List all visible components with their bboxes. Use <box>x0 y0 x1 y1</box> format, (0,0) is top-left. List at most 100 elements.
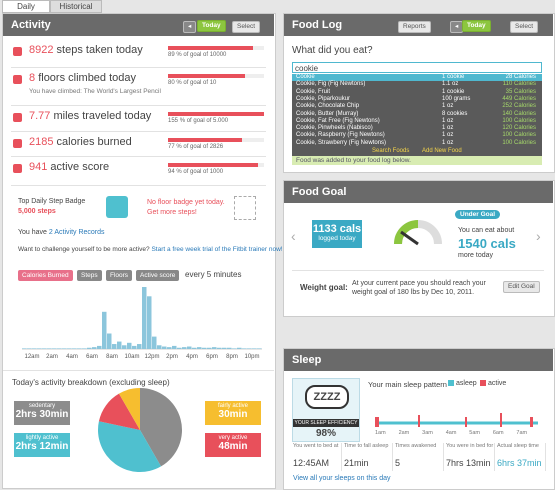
breakdown-value: 30min <box>218 409 248 420</box>
chart-tab[interactable]: Steps <box>77 270 102 281</box>
result-row[interactable]: Cookie, Butter (Murray) 8 cookies 140 Calo… <box>292 111 542 118</box>
x-tick-label: 8am <box>106 354 118 360</box>
food-name: Cookie, Fat Free (Fig Newtons) <box>296 117 380 124</box>
bar <box>157 345 162 349</box>
today-button[interactable]: Today <box>197 20 226 32</box>
bar <box>27 348 32 349</box>
chart-tab[interactable]: Active score <box>136 270 180 281</box>
time-label: 2am <box>398 430 410 436</box>
x-tick-label: 10pm <box>244 354 259 360</box>
progress-bar <box>168 46 254 50</box>
bar <box>172 345 177 349</box>
reports-button[interactable]: Reports <box>398 21 431 33</box>
next-arrow[interactable]: › <box>536 228 541 244</box>
chart-tab[interactable]: Calories Burned <box>18 270 73 281</box>
food-name: Cookie, Strawberry (Fig Newtons) <box>296 139 387 146</box>
goal-label: % of goal of 1000 <box>176 169 224 175</box>
goal-percent: 80 <box>168 80 175 86</box>
food-calories: 252 Calories <box>502 103 536 110</box>
result-row[interactable]: Cookie, Fat Free (Fig Newtons) 1 oz 100 Ca… <box>292 118 542 125</box>
breakdown-box: very active 48min <box>205 433 261 457</box>
tab[interactable]: Historical <box>50 0 102 13</box>
time-axis: 1am 2am 3am 4am 5am 6am 7am <box>375 430 540 438</box>
breakdown-box: sedentary 2hrs 30min <box>14 401 70 425</box>
active-mark <box>500 413 502 427</box>
sleep-link[interactable]: View all your sleeps on this day <box>293 475 391 482</box>
goal-text: 77 % of goal of 2826 <box>168 144 223 150</box>
result-row[interactable]: Cookie, Raspberry (Fig Newtons) 1 oz 100 C… <box>292 132 542 139</box>
bar <box>97 345 102 349</box>
result-row[interactable]: Cookie, Pinwheels (Nabisco) 1 oz 120 Calor… <box>292 125 542 132</box>
search-input[interactable]: cookie <box>292 62 542 73</box>
result-row[interactable]: Cookie, Piparkoukur 100 grams 449 Calories <box>292 96 542 103</box>
bar <box>42 348 47 349</box>
badge-more[interactable]: Get more steps! <box>147 209 197 216</box>
bar <box>227 347 232 349</box>
sleep-stat-label: Time to fall asleep <box>344 443 389 449</box>
goal-text: 94 % of goal of 1000 <box>168 169 223 175</box>
sleep-badge: ZZZZ YOUR SLEEP EFFICIENCY 98% <box>292 378 360 442</box>
result-row[interactable]: Cookie, Fig (Fig Newtons) 1.1 oz 110 Calor… <box>292 81 542 88</box>
bar <box>87 347 92 349</box>
result-row[interactable]: Cookie, Fruit 1 cookie 35 Calories <box>292 89 542 96</box>
food-calories: 110 Calories <box>502 81 536 88</box>
today-button[interactable]: Today <box>462 20 491 32</box>
time-label: 1am <box>375 430 386 436</box>
food-calories: 28 Calories <box>505 74 536 80</box>
bar <box>92 347 97 349</box>
bar <box>77 348 82 349</box>
food-action[interactable]: Search Foods <box>372 148 410 154</box>
x-tick-label: 6pm <box>206 354 218 360</box>
sleep-stat: Actual sleep time 6hrs 37min <box>497 443 546 471</box>
breakdown-box: fairly active 30min <box>205 401 261 425</box>
goal-label: % of goal of 10000 <box>176 52 227 58</box>
bar <box>82 348 87 349</box>
legend-swatch <box>448 380 454 386</box>
stat-note: You have climbed: The World's Largest Pe… <box>29 88 161 95</box>
result-row[interactable]: Cookie, Strawberry (Fig Newtons) 1 oz 100 … <box>292 140 542 147</box>
bar <box>132 345 137 349</box>
gauge-fill <box>394 220 419 245</box>
challenge-link[interactable]: Start a free week trial of the Fitbit tr… <box>151 246 283 253</box>
separator <box>11 185 266 186</box>
separator <box>11 105 266 106</box>
time-label: 6am <box>492 430 504 436</box>
sleep-stat-value: 5 <box>395 458 401 468</box>
stat: 2185 calories burned <box>29 136 132 148</box>
records-prefix: You have <box>18 229 47 236</box>
bar <box>117 341 122 349</box>
sleep-stat: Times awakened 5 <box>395 443 444 471</box>
records-link[interactable]: 2 Activity Records <box>48 229 105 236</box>
bar <box>67 348 72 349</box>
efficiency-label: YOUR SLEEP EFFICIENCY <box>293 419 359 427</box>
prev-arrow[interactable]: ‹ <box>291 228 296 244</box>
time-label: 5am <box>469 430 480 436</box>
x-tick-label: 12am <box>24 354 39 360</box>
goal-percent: 94 <box>168 169 175 175</box>
result-row[interactable]: Cookie 1 cookie 28 Calories <box>292 74 542 82</box>
food-action[interactable]: Add New Food <box>422 148 462 154</box>
chart-tab[interactable]: Floors <box>106 270 133 281</box>
prev-button[interactable]: ◂ <box>183 21 197 33</box>
food-amount: 1 oz <box>442 139 454 146</box>
bar <box>247 348 252 349</box>
bar <box>152 336 157 349</box>
goal-text: 155 % of goal of 5.000 <box>168 118 228 124</box>
result-row[interactable]: Cookie, Chocolate Chip 1 oz 252 Calories <box>292 103 542 110</box>
sleep-stat-label: You were in bed for <box>446 443 494 449</box>
panel-header: Food Goal <box>284 181 553 203</box>
x-tick-label: 4pm <box>186 354 198 360</box>
select-button[interactable]: Select <box>510 21 539 33</box>
sleep-stat-label: You went to bed at <box>293 443 339 449</box>
bar <box>237 347 242 349</box>
select-button[interactable]: Select <box>232 21 261 33</box>
stat-label: miles traveled today <box>53 110 152 122</box>
bar <box>252 348 257 349</box>
tab[interactable]: Daily <box>2 0 50 13</box>
edit-goal-button[interactable]: Edit Goal <box>503 281 540 293</box>
legend-swatch <box>480 380 486 386</box>
panel-header: Sleep <box>284 349 553 371</box>
stat-label: calories burned <box>56 136 132 148</box>
bar <box>242 348 247 349</box>
badge-steps: 5,000 steps <box>18 208 56 215</box>
